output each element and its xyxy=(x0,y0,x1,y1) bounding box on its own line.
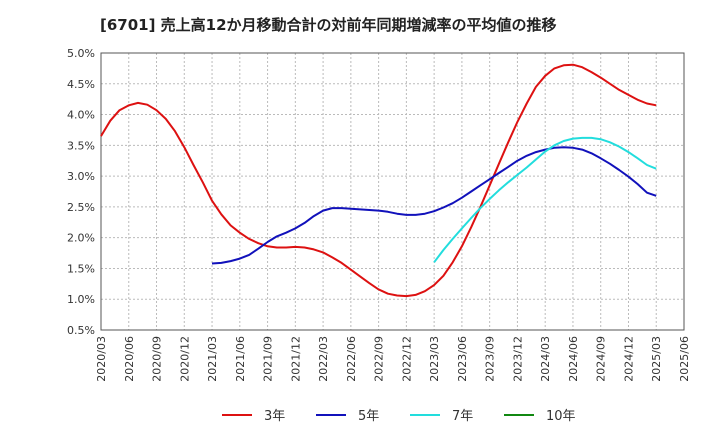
x-tick-label: 2024/12 xyxy=(622,336,635,382)
legend-label-10年: 10年 xyxy=(546,409,576,424)
y-tick-label: 1.5% xyxy=(67,262,95,275)
legend-label-7年: 7年 xyxy=(452,409,473,424)
x-tick-label: 2020/09 xyxy=(151,336,164,382)
legend-label-5年: 5年 xyxy=(358,409,379,424)
x-tick-label: 2024/03 xyxy=(539,336,552,382)
x-tick-label: 2022/03 xyxy=(317,336,330,382)
y-tick-label: 3.5% xyxy=(67,139,95,152)
y-tick-label: 4.0% xyxy=(67,109,95,122)
x-tick-label: 2023/06 xyxy=(456,336,469,382)
x-tick-label: 2021/09 xyxy=(262,336,275,382)
series-line-5年 xyxy=(211,146,657,265)
y-tick-label: 2.5% xyxy=(67,201,95,214)
y-tick-label: 2.0% xyxy=(67,232,95,245)
legend-label-3年: 3年 xyxy=(264,409,285,424)
x-tick-label: 2023/03 xyxy=(428,336,441,382)
x-tick-label: 2021/06 xyxy=(234,336,247,382)
series-line-7年 xyxy=(433,136,657,263)
x-tick-label: 2021/03 xyxy=(206,336,219,382)
x-axis: 2020/03 2020/06 2020/09 2020/12 2021/03 2021/… xyxy=(95,336,691,382)
x-tick-label: 2022/12 xyxy=(400,336,413,382)
x-tick-label: 2024/06 xyxy=(567,336,580,382)
x-tick-label: 2023/12 xyxy=(511,336,524,382)
x-tick-label: 2025/03 xyxy=(650,336,663,382)
y-tick-label: 0.5% xyxy=(67,324,95,337)
x-tick-label: 2024/09 xyxy=(595,336,608,382)
series-lines xyxy=(100,63,657,298)
x-tick-label: 2022/06 xyxy=(345,336,358,382)
y-tick-label: 3.0% xyxy=(67,170,95,183)
x-tick-label: 2025/06 xyxy=(678,336,691,382)
y-axis: 0.5% 1.0% 1.5% 2.0% 2.5% 3.0% 3.5% 4.0% 4.5% 5.0% xyxy=(67,47,95,337)
y-tick-label: 4.5% xyxy=(67,78,95,91)
x-tick-label: 2020/03 xyxy=(95,336,108,382)
x-tick-label: 2020/06 xyxy=(123,336,136,382)
y-tick-label: 1.0% xyxy=(67,293,95,306)
x-tick-label: 2021/12 xyxy=(289,336,302,382)
x-tick-label: 2020/12 xyxy=(178,336,191,382)
chart-title: [6701] 売上高12か月移動合計の対前年同期増減率の平均値の推移 xyxy=(100,16,557,34)
y-tick-label: 5.0% xyxy=(67,47,95,60)
legend: 3年 5年 7年 10年 xyxy=(222,409,576,424)
series-line-3年 xyxy=(100,63,657,298)
x-tick-label: 2022/09 xyxy=(373,336,386,382)
grid xyxy=(100,52,685,331)
plot-frame xyxy=(100,52,685,331)
x-tick-label: 2023/09 xyxy=(484,336,497,382)
